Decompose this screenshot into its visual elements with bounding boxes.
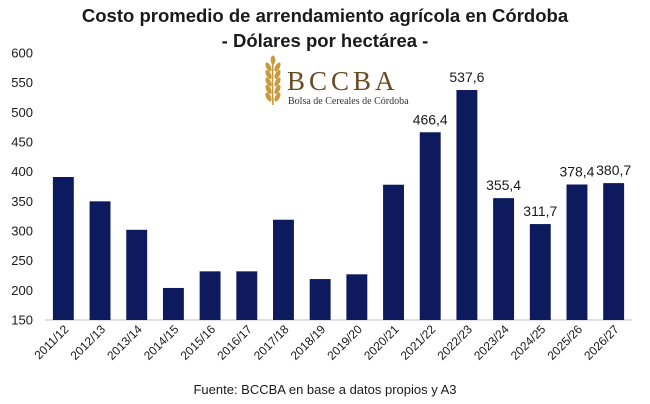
x-tick-label: 2020/21 [361,322,402,363]
x-tick-label: 2014/15 [141,322,182,363]
y-tick-label: 350 [11,194,33,209]
y-tick-label: 250 [11,253,33,268]
x-tick-label: 2022/23 [434,322,475,363]
bar [566,184,588,320]
bar [383,184,404,320]
bar [52,177,74,320]
bar [236,271,258,320]
bar [199,271,221,320]
x-tick-label: 2013/14 [104,322,145,363]
y-tick-label: 600 [11,46,33,61]
y-tick-label: 300 [11,224,33,239]
x-tick-label: 2011/12 [32,322,72,362]
bar [529,224,551,320]
data-label: 378,4 [559,163,594,179]
logo-name: BCCBA [287,66,399,96]
x-tick-label: 2017/18 [251,322,292,363]
bar [456,90,478,320]
chart-subtitle: - Dólares por hectárea - [221,30,429,51]
data-label: 311,7 [523,203,557,219]
y-tick-label: 450 [11,135,33,150]
x-tick-label: 2023/24 [471,322,512,363]
y-tick-label: 150 [11,313,33,328]
bar [273,219,294,320]
x-tick-label: 2015/16 [178,322,219,363]
data-label: 537,6 [449,69,484,85]
wheat-icon [265,55,281,106]
y-tick-label: 200 [11,283,33,298]
bar [603,183,625,320]
x-tick-label: 2026/27 [581,322,622,363]
data-label: 380,7 [596,162,631,178]
x-tick-label: 2018/19 [288,322,329,363]
x-tick-label: 2025/26 [545,322,586,363]
y-tick-label: 400 [11,164,33,179]
chart-title: Costo promedio de arrendamiento agrícola… [81,5,569,26]
source-note: Fuente: BCCBA en base a datos propios y … [193,382,457,397]
bar [162,287,184,320]
bar [126,229,148,320]
bar [89,201,111,320]
bar [493,198,515,320]
data-label: 466,4 [413,111,448,127]
x-tick-label: 2024/25 [508,322,549,363]
x-tick-label: 2019/20 [324,322,365,363]
bar [346,274,368,320]
logo-subtitle: Bolsa de Cereales de Córdoba [288,96,409,107]
x-tick-label: 2021/22 [398,322,439,363]
x-tick-label: 2012/13 [68,322,109,363]
data-label: 355,4 [486,177,521,193]
y-tick-label: 500 [11,105,33,120]
y-tick-label: 550 [11,75,33,90]
bar [419,132,441,320]
x-tick-label: 2016/17 [214,322,255,363]
bar [309,279,331,320]
